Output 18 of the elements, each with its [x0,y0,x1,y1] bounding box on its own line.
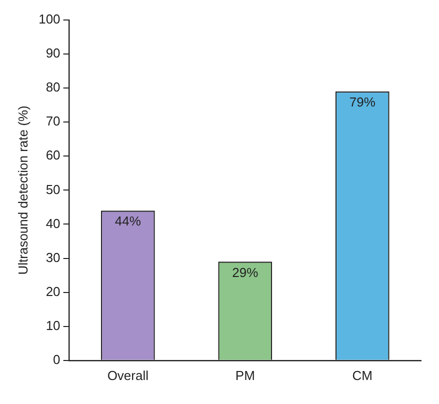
data-label: 29% [232,264,259,280]
y-tick-label: 10 [46,318,60,333]
y-tick-label: 100 [38,12,60,27]
y-axis-title: Ultrasound detection rate (%) [15,106,30,275]
x-tick-label: Overall [107,368,149,383]
y-tick-label: 50 [46,182,60,197]
x-tick-label: CM [352,368,372,383]
y-tick-label: 0 [53,352,60,367]
data-label: 79% [349,94,376,110]
x-tick-label: PM [235,368,255,383]
y-tick-label: 60 [46,148,60,163]
y-tick-label: 30 [46,250,60,265]
y-tick-label: 80 [46,80,60,95]
y-tick-label: 40 [46,216,60,231]
data-label: 44% [114,214,142,229]
y-tick-label: 90 [46,46,60,61]
y-tick-label: 70 [46,114,60,129]
y-tick-label: 20 [46,284,60,299]
